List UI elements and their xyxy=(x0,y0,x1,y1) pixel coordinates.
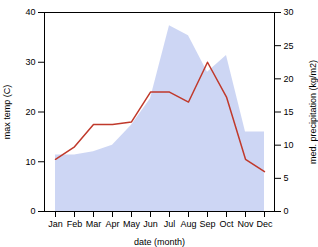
svg-text:Nov: Nov xyxy=(237,219,254,229)
svg-text:10: 10 xyxy=(25,157,35,167)
svg-text:40: 40 xyxy=(25,7,35,17)
svg-text:30: 30 xyxy=(284,7,294,17)
svg-text:Jun: Jun xyxy=(143,219,158,229)
svg-text:date (month): date (month) xyxy=(134,237,185,247)
svg-text:Sep: Sep xyxy=(199,219,215,229)
svg-text:15: 15 xyxy=(284,107,294,117)
svg-text:Apr: Apr xyxy=(105,219,119,229)
svg-text:Jan: Jan xyxy=(48,219,63,229)
svg-text:30: 30 xyxy=(25,57,35,67)
svg-text:Mar: Mar xyxy=(86,219,102,229)
svg-text:10: 10 xyxy=(284,140,294,150)
svg-text:max temp (C): max temp (C) xyxy=(2,85,12,140)
svg-text:20: 20 xyxy=(284,74,294,84)
svg-text:20: 20 xyxy=(25,107,35,117)
svg-text:0: 0 xyxy=(284,206,289,216)
svg-text:0: 0 xyxy=(30,206,35,216)
svg-text:May: May xyxy=(123,219,141,229)
svg-text:med. precipitation (kg/m2): med. precipitation (kg/m2) xyxy=(308,60,318,164)
svg-text:5: 5 xyxy=(284,173,289,183)
svg-text:Aug: Aug xyxy=(180,219,196,229)
svg-text:Jul: Jul xyxy=(164,219,176,229)
svg-text:Feb: Feb xyxy=(67,219,83,229)
svg-text:Oct: Oct xyxy=(219,219,234,229)
svg-text:Dec: Dec xyxy=(256,219,273,229)
svg-text:25: 25 xyxy=(284,41,294,51)
